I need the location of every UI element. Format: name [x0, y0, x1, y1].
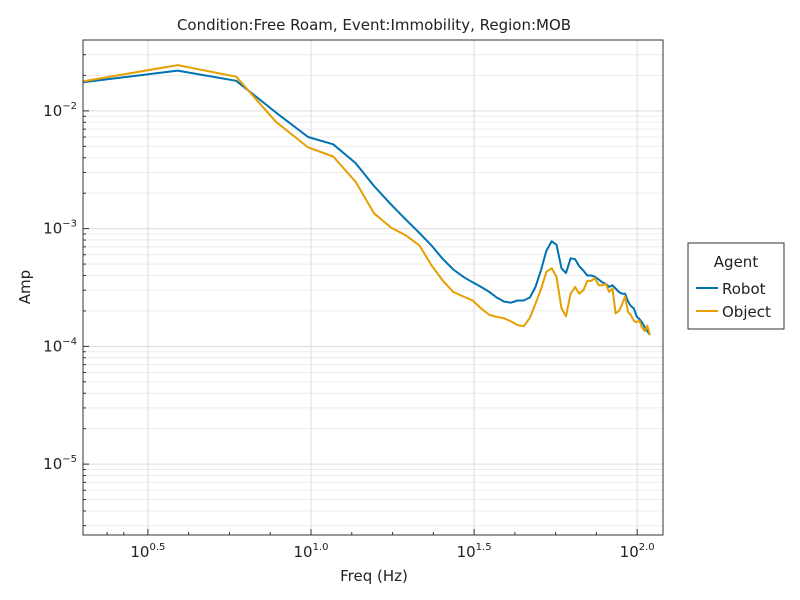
x-tick-label: 102.0 — [620, 542, 655, 561]
x-axis-label: Freq (Hz) — [340, 567, 408, 585]
plot-series — [82, 64, 651, 336]
legend-label-robot: Robot — [722, 280, 766, 298]
x-tick-label: 101.0 — [293, 542, 328, 561]
plot-frame — [82, 39, 664, 536]
chart-title: Condition:Free Roam, Event:Immobility, R… — [177, 16, 571, 34]
series-line-object — [82, 64, 651, 336]
x-tick-label: 100.5 — [130, 542, 165, 561]
axes: 10−2 10−3 10−4 10−5 100.5 101.0 101.5 102.0 — [43, 39, 655, 561]
legend: Agent Robot Object — [687, 242, 785, 330]
y-tick-label: 10−3 — [43, 219, 77, 238]
y-tick-label: 10−4 — [43, 336, 77, 355]
x-tick-label: 101.5 — [457, 542, 492, 561]
grid-lines — [83, 39, 663, 535]
legend-box — [687, 242, 785, 330]
legend-label-object: Object — [722, 303, 771, 321]
legend-title: Agent — [714, 253, 759, 271]
y-tick-label: 10−5 — [43, 454, 77, 473]
y-tick-label: 10−2 — [43, 101, 77, 120]
series-line-robot — [82, 69, 651, 336]
y-axis-label: Amp — [16, 270, 34, 304]
